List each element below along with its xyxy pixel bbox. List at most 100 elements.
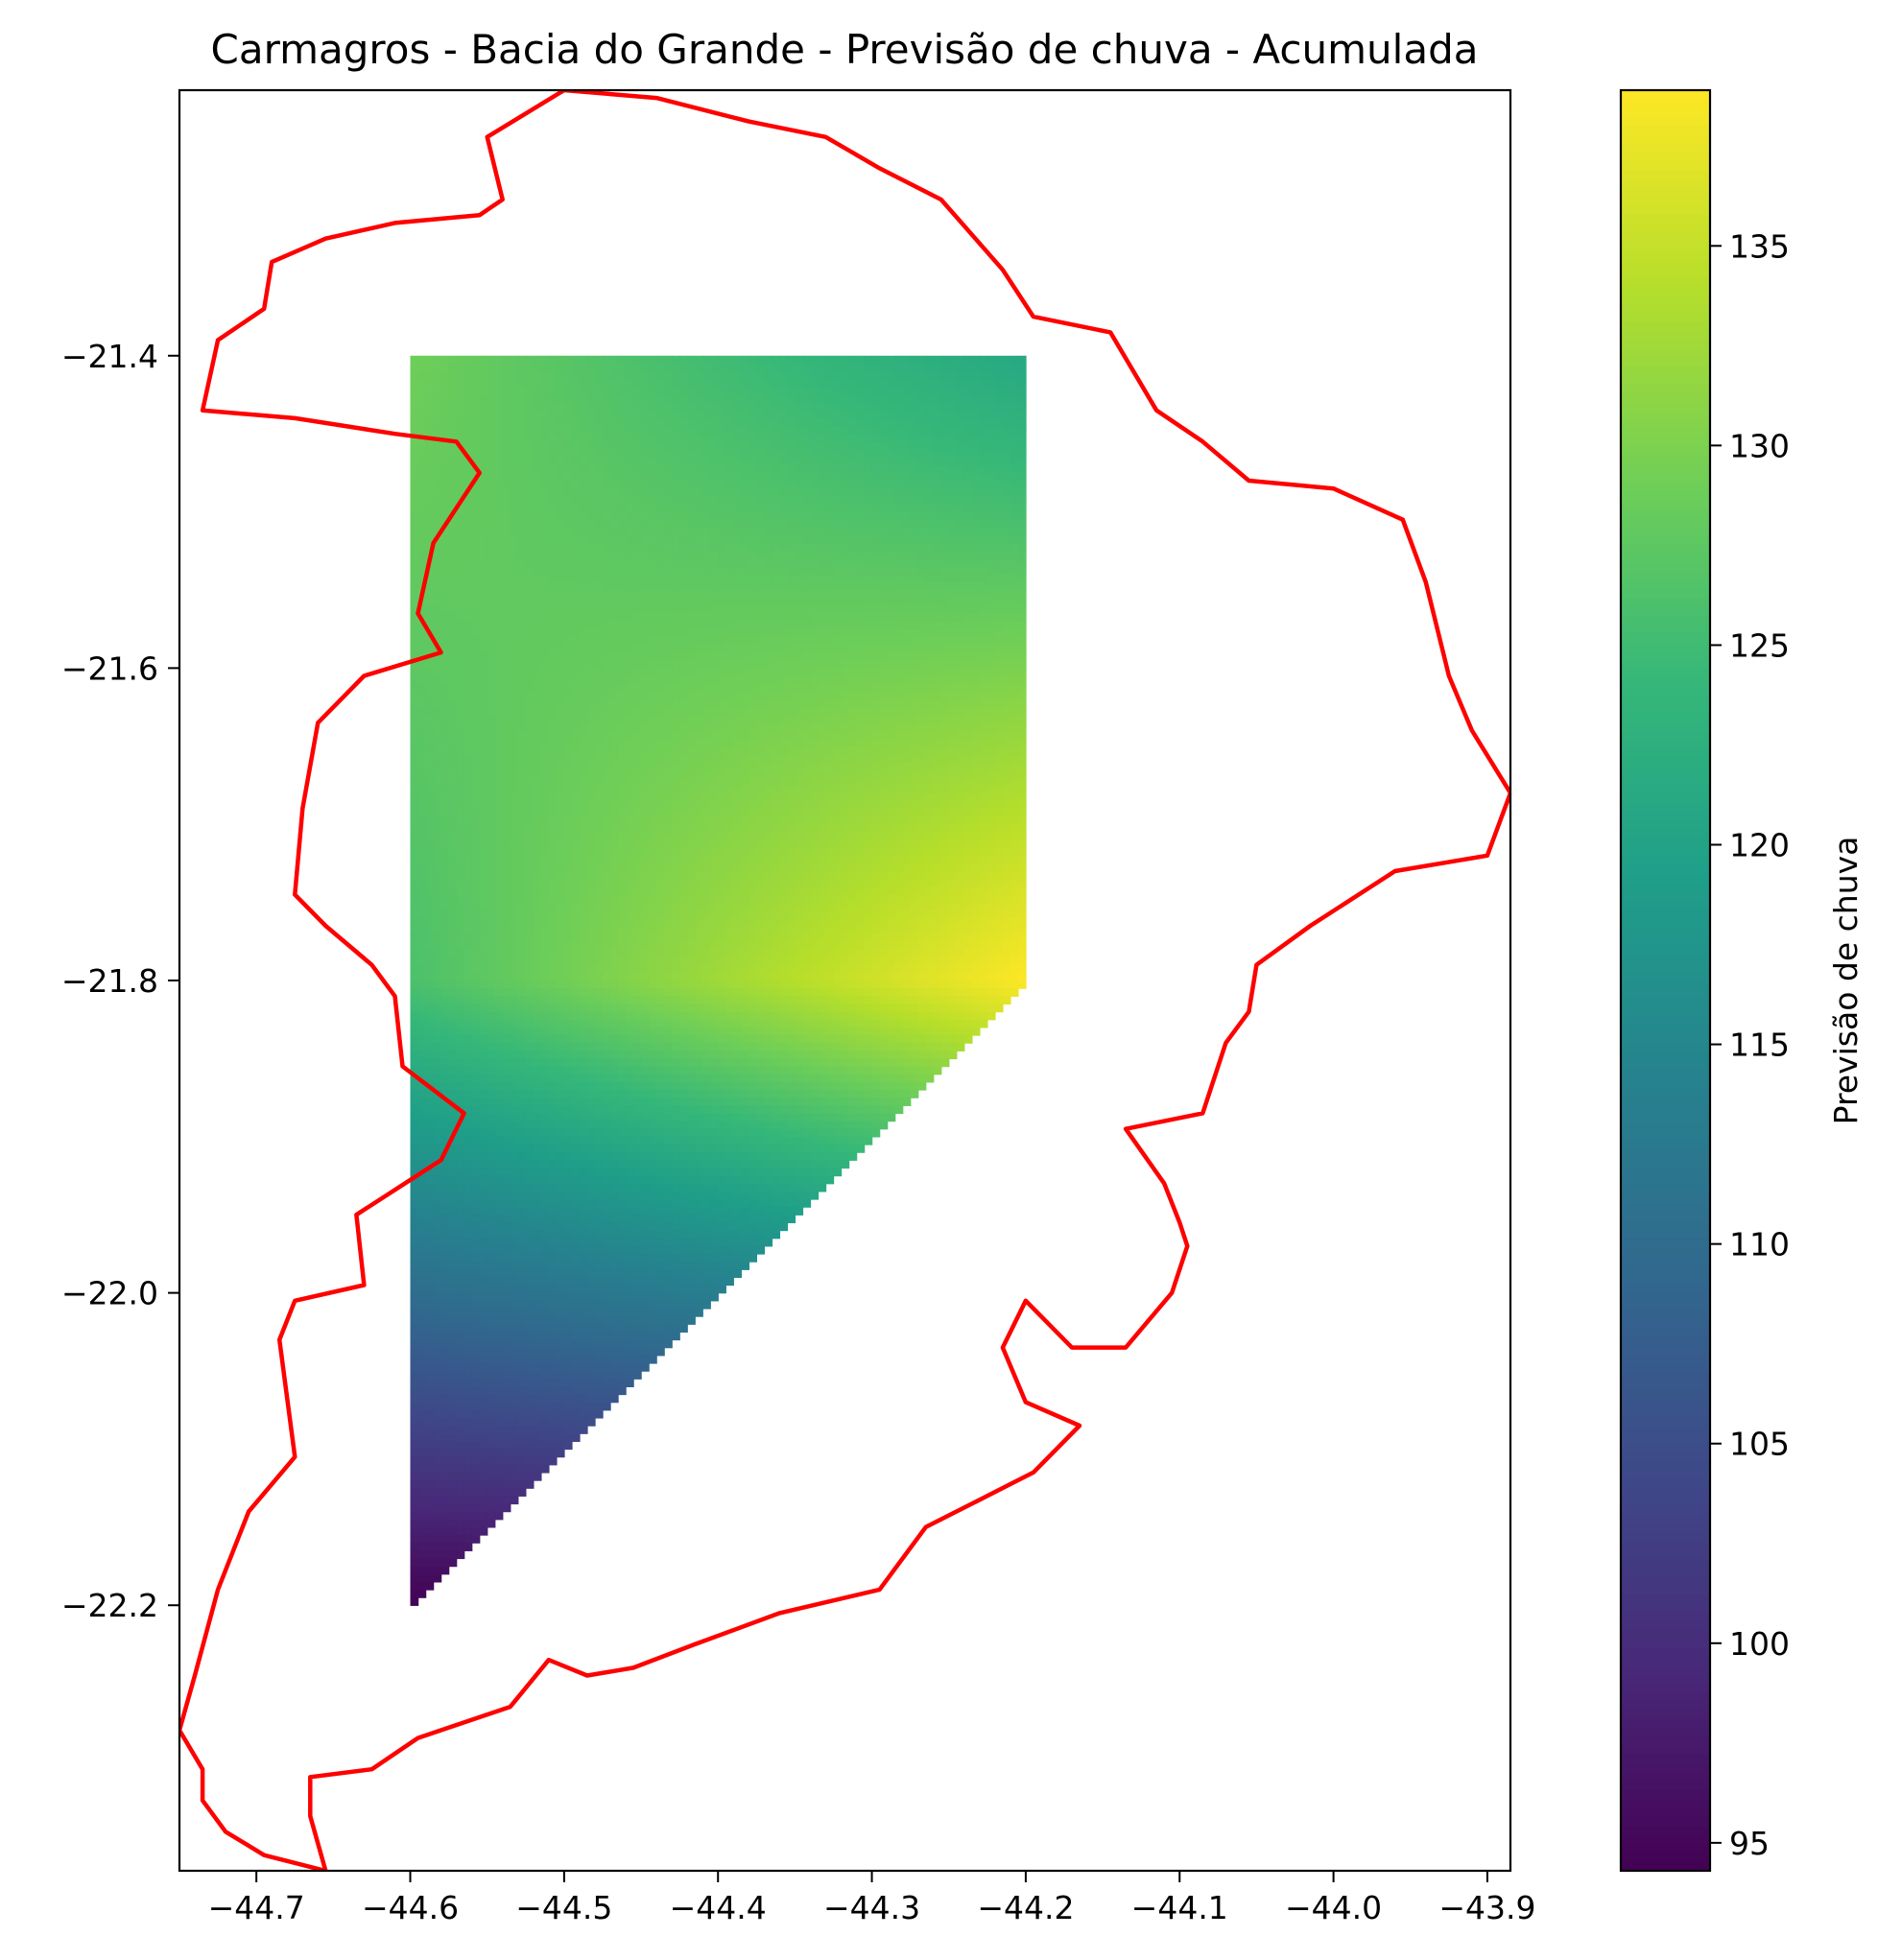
- field-cell: [633, 792, 642, 802]
- field-cell: [417, 839, 427, 849]
- field-cell: [649, 988, 657, 997]
- field-cell: [602, 387, 611, 396]
- field-cell: [410, 769, 419, 779]
- field-cell: [525, 722, 535, 732]
- field-cell: [525, 1081, 535, 1091]
- field-cell: [440, 417, 450, 427]
- field-cell: [656, 464, 665, 474]
- field-cell: [487, 1198, 496, 1208]
- field-cell: [448, 855, 458, 864]
- field-cell: [510, 621, 519, 630]
- field-cell: [440, 745, 450, 755]
- field-cell: [410, 504, 419, 513]
- field-cell: [641, 511, 650, 521]
- field-cell: [571, 519, 581, 529]
- field-cell: [579, 371, 588, 380]
- field-cell: [517, 1409, 527, 1419]
- field-cell: [664, 785, 673, 794]
- field-cell: [548, 1417, 558, 1427]
- field-cell: [641, 862, 650, 872]
- field-cell: [548, 574, 558, 583]
- field-cell: [649, 824, 657, 834]
- field-cell: [672, 527, 680, 536]
- field-cell: [664, 1136, 673, 1145]
- field-cell: [440, 1441, 450, 1451]
- field-cell: [626, 753, 634, 763]
- field-cell: [510, 457, 519, 466]
- field-cell: [517, 589, 527, 599]
- field-cell: [448, 1004, 458, 1013]
- field-cell: [510, 558, 519, 568]
- field-cell: [494, 1066, 504, 1075]
- field-cell: [540, 1355, 550, 1364]
- field-cell: [548, 668, 558, 677]
- field-cell: [602, 1175, 611, 1185]
- field-cell: [440, 1300, 450, 1310]
- field-cell: [672, 855, 680, 864]
- field-cell: [533, 1300, 542, 1310]
- field-cell: [649, 441, 657, 451]
- field-cell: [548, 1339, 558, 1349]
- field-cell: [548, 988, 558, 997]
- field-cell: [609, 535, 619, 544]
- field-cell: [425, 1355, 435, 1364]
- field-cell: [448, 1262, 458, 1270]
- field-cell: [487, 363, 496, 372]
- field-cell: [487, 753, 496, 763]
- field-cell: [479, 1051, 488, 1060]
- field-cell: [456, 636, 465, 646]
- field-cell: [463, 1426, 473, 1434]
- field-cell: [540, 1175, 550, 1185]
- field-cell: [525, 691, 535, 700]
- field-cell: [556, 1379, 565, 1387]
- field-cell: [417, 1292, 427, 1302]
- field-cell: [609, 558, 619, 568]
- field-cell: [563, 1191, 573, 1200]
- field-cell: [571, 683, 581, 693]
- field-cell: [656, 668, 665, 677]
- field-cell: [563, 1292, 573, 1302]
- field-cell: [425, 792, 435, 802]
- field-cell: [609, 481, 619, 489]
- field-cell: [433, 1558, 442, 1568]
- field-cell: [425, 1558, 435, 1568]
- field-cell: [556, 636, 565, 646]
- field-cell: [479, 862, 488, 872]
- field-cell: [579, 862, 588, 872]
- field-cell: [487, 1441, 496, 1451]
- field-cell: [649, 1043, 657, 1051]
- field-cell: [664, 652, 673, 661]
- field-cell: [456, 417, 465, 427]
- field-cell: [487, 730, 496, 740]
- field-cell: [494, 1128, 504, 1138]
- field-cell: [656, 379, 665, 389]
- field-cell: [656, 949, 665, 958]
- field-cell: [433, 738, 442, 747]
- field-cell: [448, 481, 458, 489]
- field-cell: [617, 785, 627, 794]
- field-cell: [563, 519, 573, 529]
- field-cell: [672, 1168, 680, 1177]
- field-cell: [479, 909, 488, 919]
- field-cell: [471, 1074, 481, 1083]
- field-cell: [479, 988, 488, 997]
- field-cell: [517, 527, 527, 536]
- field-cell: [617, 926, 627, 934]
- field-cell: [641, 1043, 650, 1051]
- field-cell: [463, 1191, 473, 1200]
- field-cell: [471, 1215, 481, 1224]
- field-cell: [533, 879, 542, 888]
- field-cell: [664, 636, 673, 646]
- field-cell: [571, 972, 581, 981]
- field-cell: [656, 481, 665, 489]
- field-cell: [471, 683, 481, 693]
- field-cell: [672, 902, 680, 911]
- field-cell: [641, 1089, 650, 1098]
- field-cell: [487, 902, 496, 911]
- field-cell: [571, 886, 581, 896]
- field-cell: [456, 598, 465, 606]
- field-cell: [517, 1168, 527, 1177]
- field-cell: [594, 644, 604, 653]
- field-cell: [586, 1175, 596, 1185]
- field-cell: [533, 1441, 542, 1451]
